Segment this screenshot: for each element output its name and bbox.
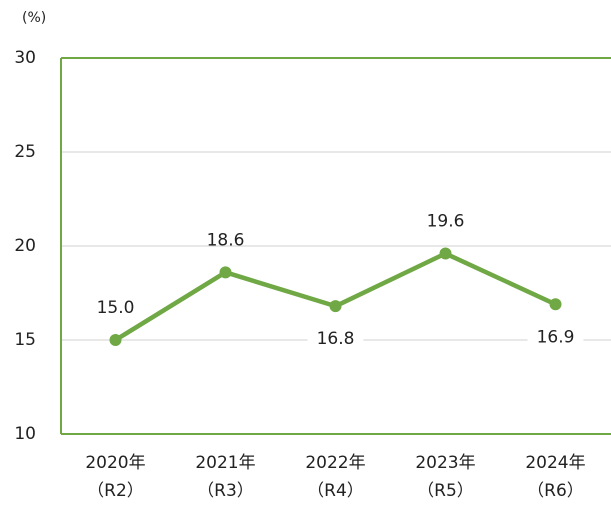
value-label: 16.8	[317, 329, 355, 349]
y-tick-label: 15	[14, 330, 36, 350]
y-tick-label: 30	[14, 48, 36, 68]
point	[549, 298, 562, 311]
point	[439, 247, 452, 260]
value-label: 19.6	[427, 212, 465, 232]
point	[219, 266, 232, 279]
y-tick-label: 25	[14, 142, 36, 162]
label-bg	[307, 328, 364, 351]
series-line	[114, 251, 557, 342]
y-tick-label: 10	[14, 424, 36, 444]
label-bg	[527, 326, 584, 349]
x-tick-label: 2021年	[195, 453, 255, 473]
value-label: 15.0	[97, 298, 135, 318]
x-tick-label: （R2）	[87, 481, 144, 501]
x-tick-label: 2024年	[525, 453, 585, 473]
x-tick-label: （R5）	[417, 481, 474, 501]
point	[109, 334, 122, 346]
x-tick-label: （R4）	[307, 481, 364, 501]
value-label: 16.9	[537, 327, 575, 347]
y-axis-label: (%)	[22, 10, 46, 26]
x-tick-label: 2023年	[415, 453, 475, 473]
y-tick-label: 20	[14, 236, 36, 256]
x-tick-label: 2022年	[305, 453, 365, 473]
x-tick-label: 2020年	[85, 453, 145, 473]
point	[329, 300, 342, 313]
x-tick-label: （R6）	[527, 481, 584, 501]
x-tick-label: （R3）	[197, 481, 254, 501]
value-label: 18.6	[207, 230, 245, 250]
